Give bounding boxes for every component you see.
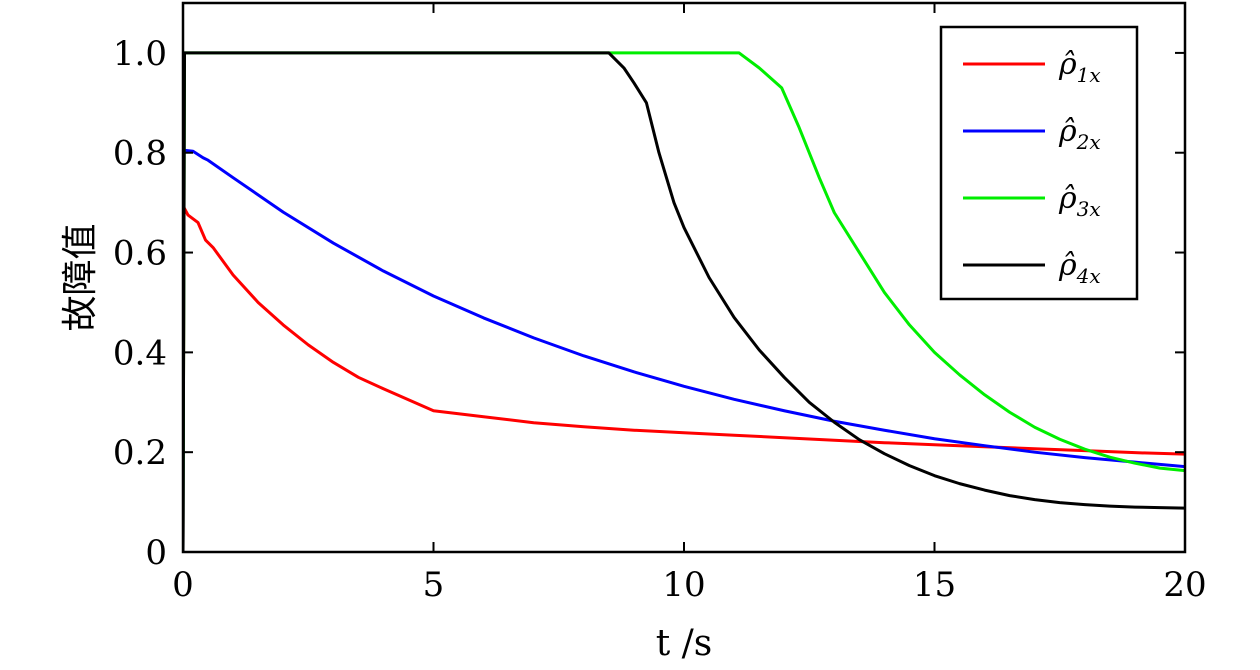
legend-label: ρ̂3x xyxy=(1058,181,1101,221)
x-tick-label: 20 xyxy=(1163,565,1206,605)
legend-label: ρ̂2x xyxy=(1058,114,1101,154)
legend: ρ̂1x ρ̂2x ρ̂3x ρ̂4x xyxy=(939,25,1139,301)
x-tick-label: 0 xyxy=(172,565,194,605)
y-tick-label: 0.6 xyxy=(113,234,167,274)
legend-box xyxy=(939,25,1139,301)
y-tick-label: 0.2 xyxy=(113,433,167,473)
series-line-2 xyxy=(183,148,1185,552)
x-tick-label: 15 xyxy=(913,565,956,605)
series-line-1 xyxy=(183,206,1185,552)
series-layer xyxy=(183,51,1185,552)
x-axis-label: t /s xyxy=(656,623,713,664)
y-axis-label: 故障值 xyxy=(60,223,101,331)
x-tick-label: 5 xyxy=(423,565,445,605)
y-tick-label: 0.4 xyxy=(113,333,167,373)
y-tick-label: 0 xyxy=(145,533,167,573)
series-line-4 xyxy=(183,51,1185,552)
y-tick-label: 0.8 xyxy=(113,134,167,174)
legend-label: ρ̂1x xyxy=(1058,47,1101,87)
ticks-layer xyxy=(182,3,1186,553)
y-tick-label: 1.0 xyxy=(113,34,167,74)
tick-labels: 0 5 10 15 20 0 0.2 0.4 0.6 0.8 1.0 xyxy=(113,34,1207,605)
legend-label: ρ̂4x xyxy=(1058,248,1101,288)
series-line-3 xyxy=(183,51,1185,552)
x-tick-label: 10 xyxy=(662,565,705,605)
